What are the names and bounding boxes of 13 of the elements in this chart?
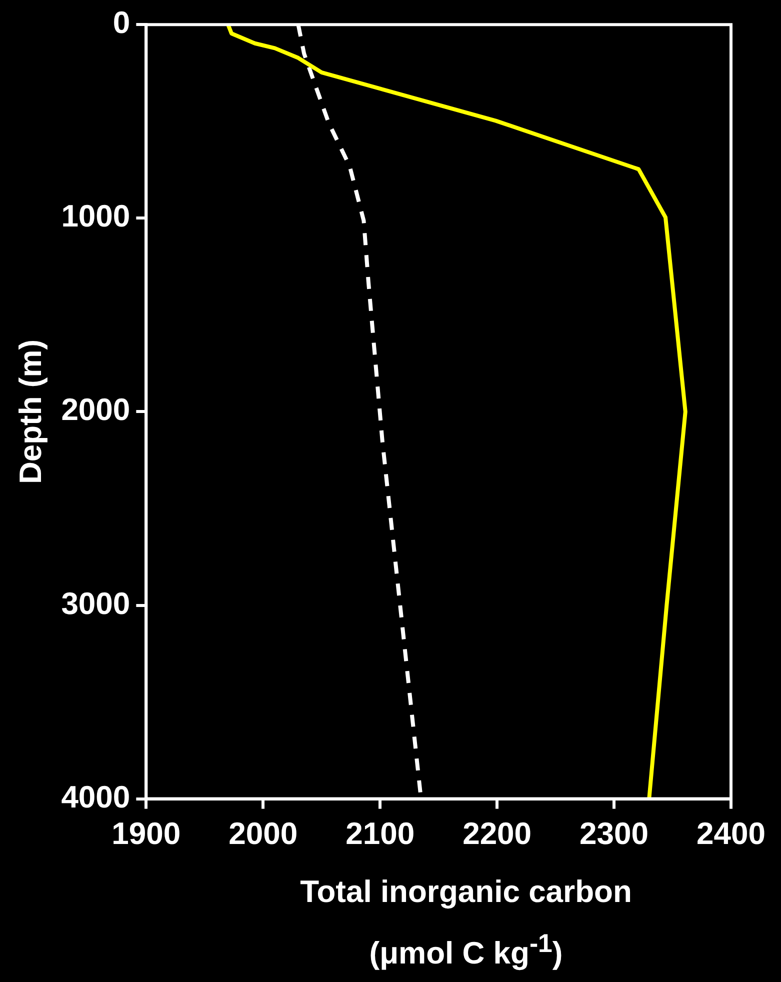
y-tick-label: 3000: [61, 586, 130, 621]
y-tick-label: 2000: [61, 392, 130, 428]
x-tick-label: 2400: [696, 816, 766, 851]
x-axis-title: Total inorganic carbon (μmol C kg$^{-1}$): [299, 873, 633, 972]
x-tick-label: 2000: [228, 816, 298, 851]
y-tick-label: 1000: [61, 198, 130, 234]
x-tick-label: 1900: [112, 816, 181, 851]
y-axis-title: Depth (m): [13, 339, 48, 484]
x-tick-label: 2200: [462, 816, 532, 851]
x-tick-label: 2100: [346, 816, 415, 851]
y-tick-label: 4000: [61, 779, 130, 814]
x-tick-label: 2300: [580, 816, 649, 851]
y-tick-label: 0: [112, 5, 130, 40]
